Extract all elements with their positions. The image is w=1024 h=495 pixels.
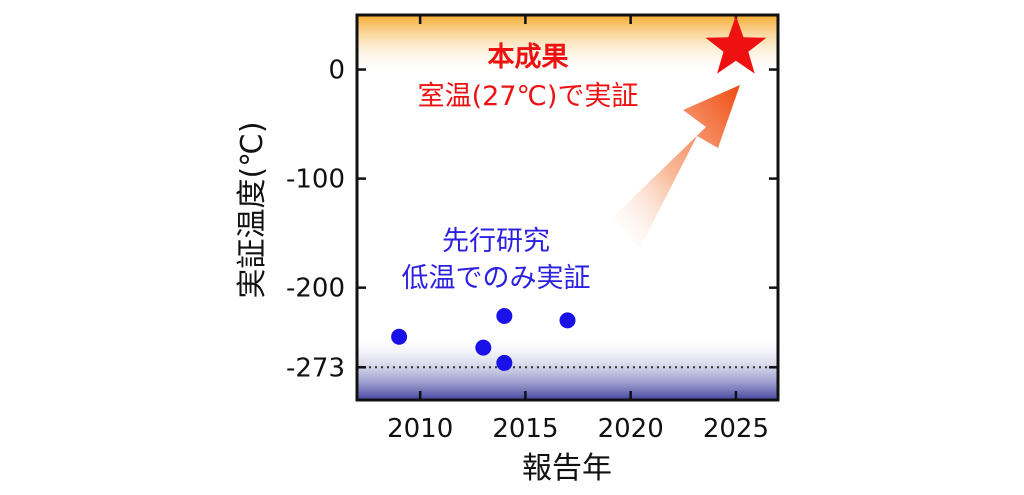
prior-study-point xyxy=(391,328,408,345)
y-tick-label: -273 xyxy=(286,353,345,383)
x-tick-label: 2020 xyxy=(598,414,664,444)
x-tick-label: 2025 xyxy=(703,414,769,444)
result-title: 本成果 xyxy=(488,42,569,73)
warm-band xyxy=(357,15,778,75)
y-axis-title: 実証温度(℃) xyxy=(235,121,270,298)
result-star-point xyxy=(705,15,767,74)
prior-study-point xyxy=(496,354,513,371)
trend-arrow xyxy=(612,85,740,248)
prior-title: 先行研究 xyxy=(442,226,550,257)
data-points xyxy=(391,15,767,371)
axis-ticks xyxy=(357,15,778,400)
prior-study-point xyxy=(475,339,492,356)
result-subtitle: 室温(27℃)で実証 xyxy=(418,81,639,112)
tick-labels: 2010 2015 2020 2025 0 -100 -200 -273 xyxy=(286,56,769,444)
y-tick-label: 0 xyxy=(328,56,345,86)
prior-study-point xyxy=(496,308,513,325)
plot-frame xyxy=(355,13,780,402)
y-tick-label: -100 xyxy=(286,165,345,195)
y-tick-label: -200 xyxy=(286,274,345,304)
x-axis-title: 報告年 xyxy=(522,451,612,486)
prior-subtitle: 低温でのみ実証 xyxy=(402,263,591,294)
x-tick-label: 2010 xyxy=(387,414,453,444)
prior-study-point xyxy=(559,312,576,329)
x-tick-label: 2015 xyxy=(492,414,558,444)
